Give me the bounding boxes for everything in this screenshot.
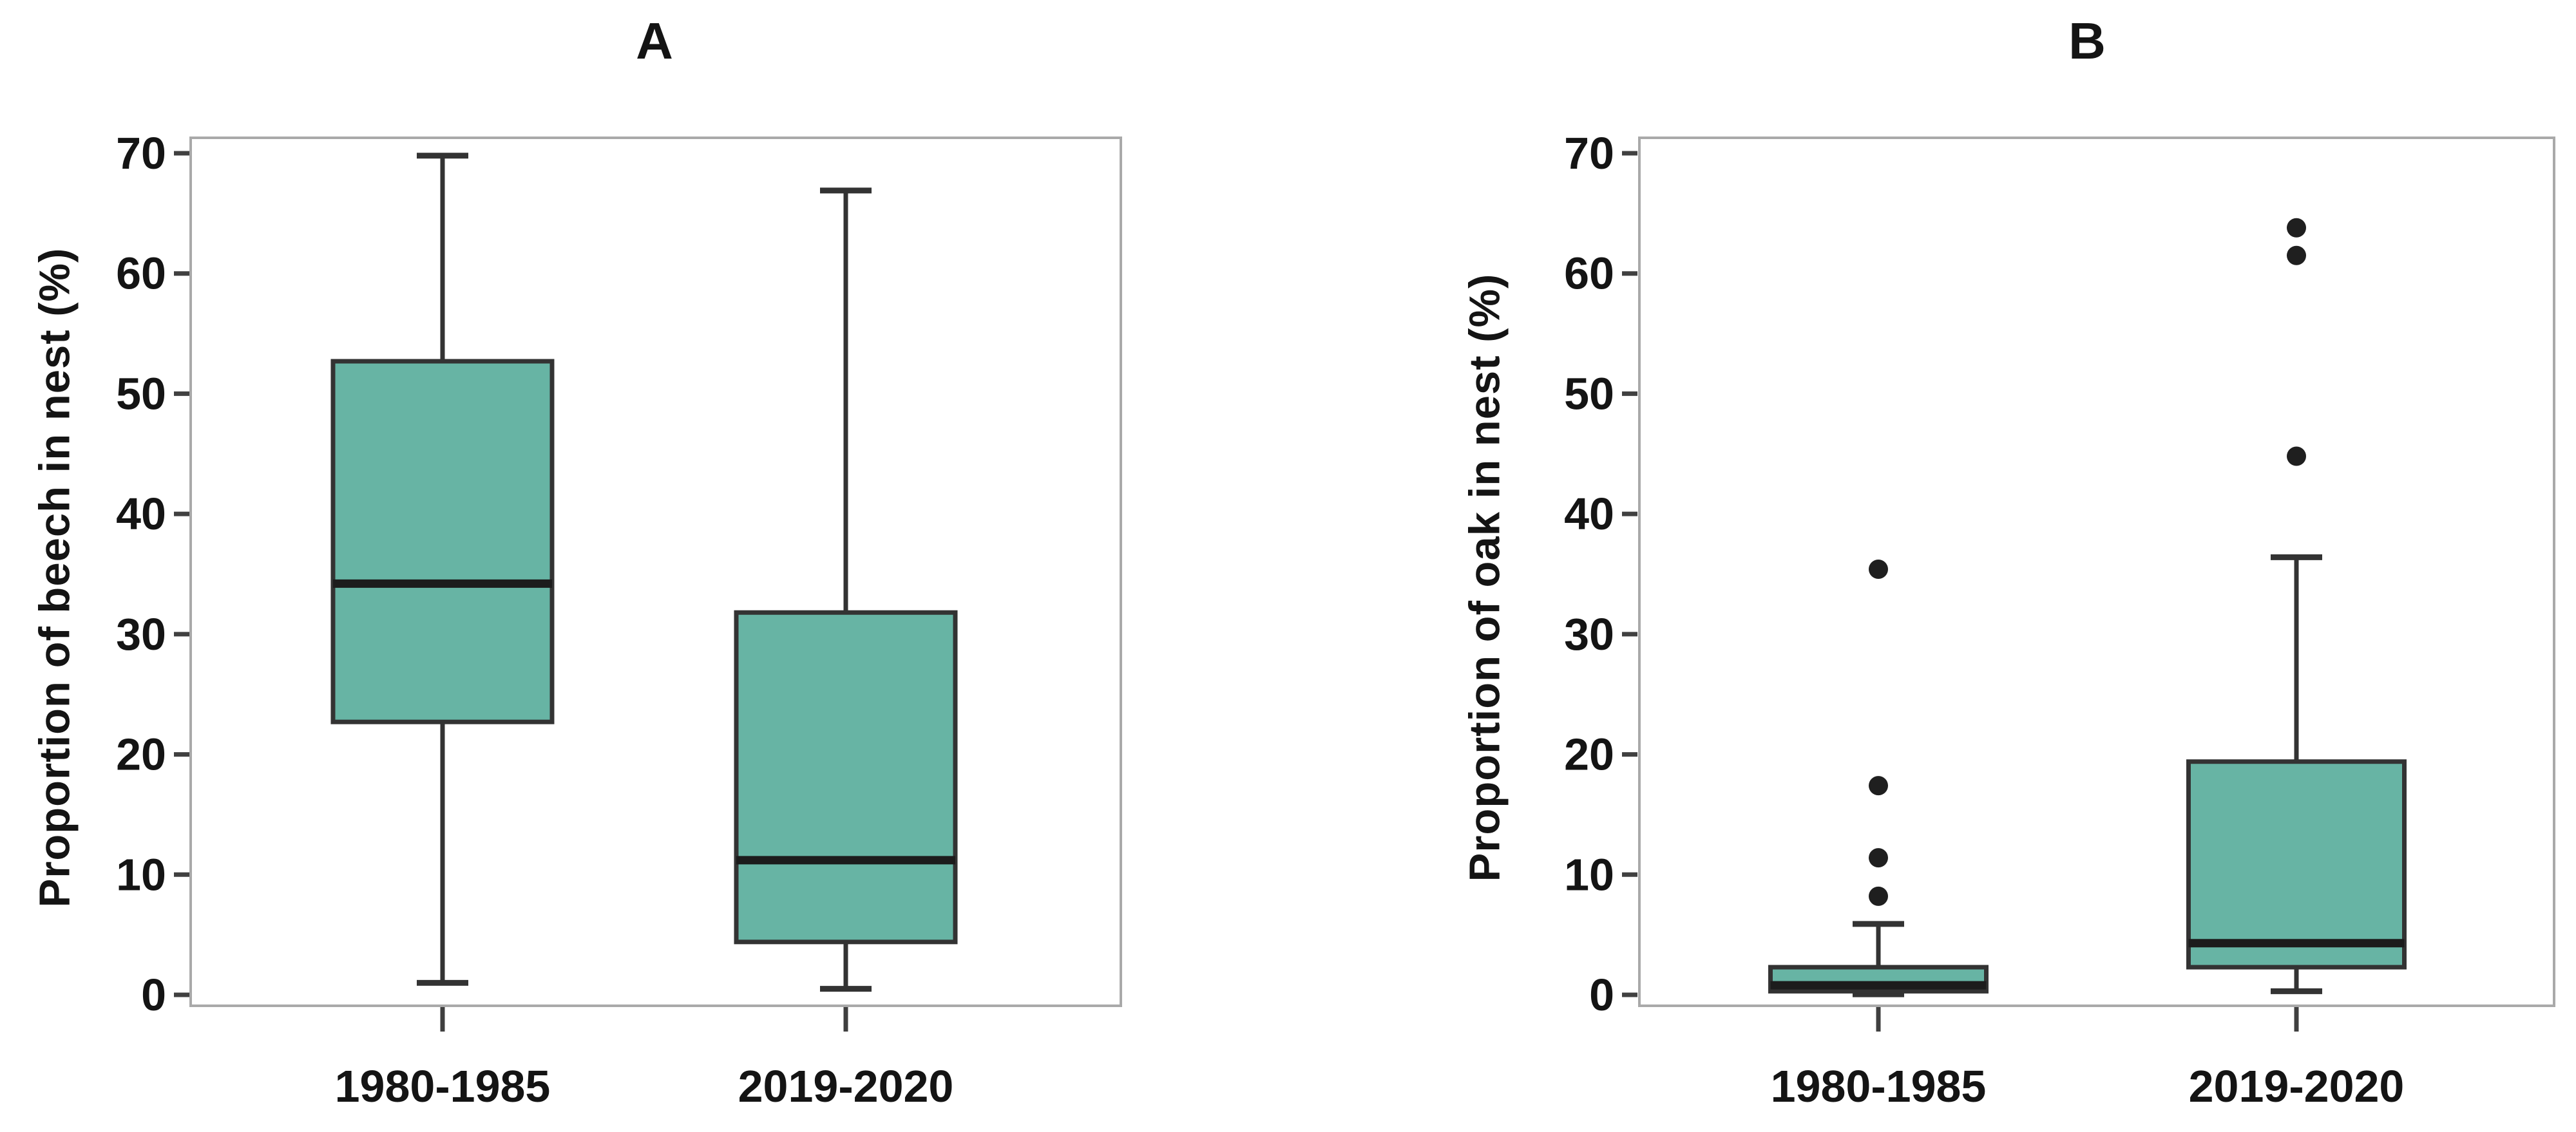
y-tick-label: 70 [116, 128, 166, 178]
y-tick-label: 60 [116, 249, 166, 299]
y-tick-label: 70 [1564, 128, 1614, 178]
y-tick-label: 30 [116, 609, 166, 659]
plot-frame [189, 137, 1122, 1007]
outlier-dot [2287, 218, 2306, 238]
y-tick-label: 30 [1564, 609, 1614, 659]
y-tick-label: 20 [116, 730, 166, 780]
y-tick-label: 40 [1564, 489, 1614, 539]
outlier-dot [1869, 886, 1888, 906]
iqr-box [330, 359, 555, 724]
y-tick-label: 0 [141, 970, 166, 1020]
y-tick-label: 20 [1564, 730, 1614, 780]
y-tick-label: 50 [116, 368, 166, 419]
outlier-dot [1869, 776, 1888, 796]
iqr-box [2186, 759, 2407, 970]
outlier-dot [1869, 848, 1888, 868]
x-category-label: 1980-1985 [335, 1061, 551, 1111]
panel-b-title: B [2068, 12, 2106, 70]
y-tick-label: 60 [1564, 249, 1614, 299]
outlier-dot [2287, 446, 2306, 466]
y-tick-label: 50 [1564, 368, 1614, 419]
y-tick-label: 40 [116, 489, 166, 539]
y-tick-label: 0 [1589, 970, 1614, 1020]
x-category-label: 2019-2020 [2189, 1061, 2405, 1111]
panel-a-title: A [636, 12, 673, 70]
plot-frame [1638, 137, 2555, 1007]
y-tick-label: 10 [1564, 849, 1614, 900]
x-category-label: 1980-1985 [1771, 1061, 1987, 1111]
y-tick-label: 10 [116, 849, 166, 900]
x-category-label: 2019-2020 [738, 1061, 954, 1111]
outlier-dot [1869, 560, 1888, 580]
iqr-box [734, 610, 958, 945]
outlier-dot [2287, 245, 2306, 265]
